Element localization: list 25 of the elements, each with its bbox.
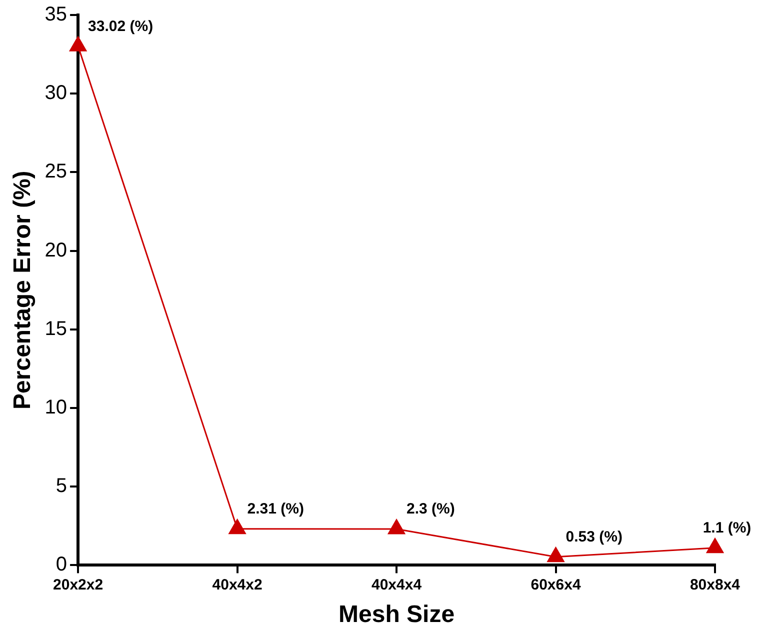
data-label: 1.1 (%) (702, 520, 752, 537)
y-tick-label: 0 (56, 554, 68, 576)
x-axis-title: Mesh Size (338, 601, 455, 628)
x-tick-label: 40x4x4 (371, 576, 422, 594)
data-label: 0.53 (%) (566, 528, 622, 546)
point (388, 519, 406, 534)
y-tick-label: 10 (44, 396, 68, 419)
data-label: 2.3 (%) (406, 500, 455, 518)
point (547, 547, 564, 562)
x-tick-label: 20x2x2 (53, 576, 104, 594)
y-tick-label: 35 (44, 4, 68, 26)
y-tick-label: 5 (56, 475, 68, 498)
point (70, 36, 87, 52)
y-axis-title: Percentage Error (%) (9, 170, 36, 410)
data-label: 2.31 (%) (247, 500, 304, 518)
x-tick-label: 40x4x2 (212, 576, 262, 594)
y-tick-label: 20 (44, 239, 68, 262)
y-tick-label: 15 (44, 318, 68, 340)
y-tick-label: 25 (44, 160, 68, 183)
point (706, 538, 724, 554)
x-tick-label: 80x8x4 (690, 576, 741, 594)
data-label: 33.02 (%) (88, 18, 154, 35)
y-tick-label: 30 (44, 82, 68, 104)
point (228, 519, 246, 534)
x-tick-label: 60x6x4 (530, 576, 582, 594)
